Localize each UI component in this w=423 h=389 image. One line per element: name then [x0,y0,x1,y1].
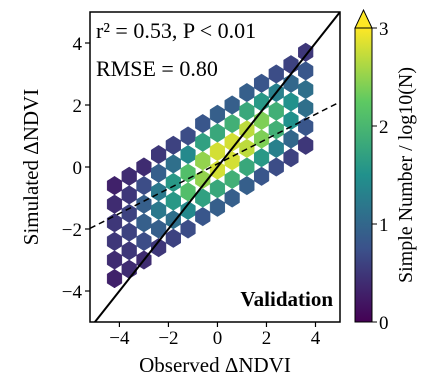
hexbin-cell [180,182,196,202]
plot-area [90,12,340,322]
hexbin-cell [136,176,152,196]
hexbin-cell [121,222,137,242]
colorbar [354,27,373,323]
hexbin-cell [136,157,152,177]
y-tick-label: 2 [73,96,83,117]
hexbin-cell [195,151,211,171]
hexbin-cell [151,163,167,183]
hexbin-cell [121,241,137,261]
hexbin-cell [165,210,181,230]
y-tick-label: 0 [73,158,83,179]
hexbin-cell [121,259,137,279]
hexbin-cell [136,231,152,251]
hexbin-cell [253,148,270,168]
hexbin-cell [268,101,284,121]
x-tick-label: −4 [109,328,130,349]
hexbin-cell [298,79,314,100]
hexbin-cell [165,228,181,248]
hexbin-cell [209,197,226,217]
hexbin-cell [298,42,314,62]
rmse-annotation: RMSE = 0.80 [96,56,218,81]
reference-line [93,12,340,322]
hexbin-cell [224,169,240,189]
hexbin-cell [151,200,167,220]
hexbin-cell [283,129,299,149]
x-tick-label: 2 [262,328,272,349]
colorbar-label: Simple Number / log10(N) [395,67,417,283]
hexbin-cell [239,157,255,177]
hexbin-cell [268,64,284,84]
hexbin-cell [283,110,299,131]
colorbar-tick-label: 1 [379,215,389,236]
x-axis-label: Observed ΔNDVI [139,353,291,377]
colorbar-tick-label: 3 [379,19,389,40]
colorbar-extend [354,8,373,29]
hexbin-cell [283,92,299,112]
hexbin-cell [268,138,284,158]
hexbin-cell [180,200,196,220]
hexbin-cell [106,269,123,289]
hexbin-cell [180,126,196,146]
hexbin-cell [209,104,226,124]
hexbin-cell [239,138,255,158]
hexbin-cell [121,203,137,224]
hexbin-cell [195,207,211,227]
hexbin-cell [151,145,167,165]
hexbin-cell [239,101,255,121]
hexbin-cell [195,114,211,134]
hexbin-cell [165,172,181,193]
y-axis-label: Simulated ΔNDVI [19,89,43,245]
x-tick-label: 4 [311,328,321,349]
hexbin-cell [283,55,299,75]
hexbin-cell [253,166,270,186]
hexbin-cell [209,123,226,143]
hexbin-cell [253,73,270,93]
reference-line [90,101,340,230]
hexbin-cell [283,73,299,93]
hexbin-cell [224,188,240,208]
hexbin-cell [283,148,299,168]
hexbin-cell [106,194,123,214]
hexbin-cell [165,191,181,211]
hexbin-cell [298,117,314,137]
hexbin-cell [121,166,137,186]
hexbin-cell [180,145,196,165]
hexbin-cell [253,92,270,112]
hexbin-cell [298,135,314,155]
hexbin-cell [106,250,123,270]
y-tick-label: 4 [73,34,83,55]
hexbin-cell [195,132,211,152]
hexbin-cell [268,157,284,177]
x-tick-label: −2 [158,328,178,349]
hexbin-cell [298,98,314,118]
hexbin-cell [180,219,196,239]
hexbin-cell [165,154,181,174]
hexbin-cell [239,176,255,196]
hexbin-cell [106,231,123,251]
y-tick-label: −4 [62,282,83,303]
stats-annotation: r² = 0.53, P < 0.01 [96,18,256,43]
hexbin-cell [180,163,196,183]
y-tick-label: −2 [62,220,82,241]
hexbin-cell [209,179,226,199]
hexbin-cell [239,83,255,103]
hexbin-cell [253,129,270,149]
colorbar-tick-label: 2 [379,117,389,138]
panel-label: Validation [240,287,333,311]
hexbin-cell [121,185,137,205]
hexbin-cell [106,176,123,196]
hexbin-cell [106,213,123,233]
hexbin-cell [298,61,314,81]
hexbin-cell [224,114,240,134]
colorbar-tick-label: 0 [379,313,389,334]
hexbin-cell [209,141,226,162]
hexbin-cell [224,95,240,115]
hexbin-cell [136,213,152,233]
hexbin-cell [253,110,270,131]
hexbin-cell [165,135,181,155]
x-tick-label: 0 [213,328,223,349]
